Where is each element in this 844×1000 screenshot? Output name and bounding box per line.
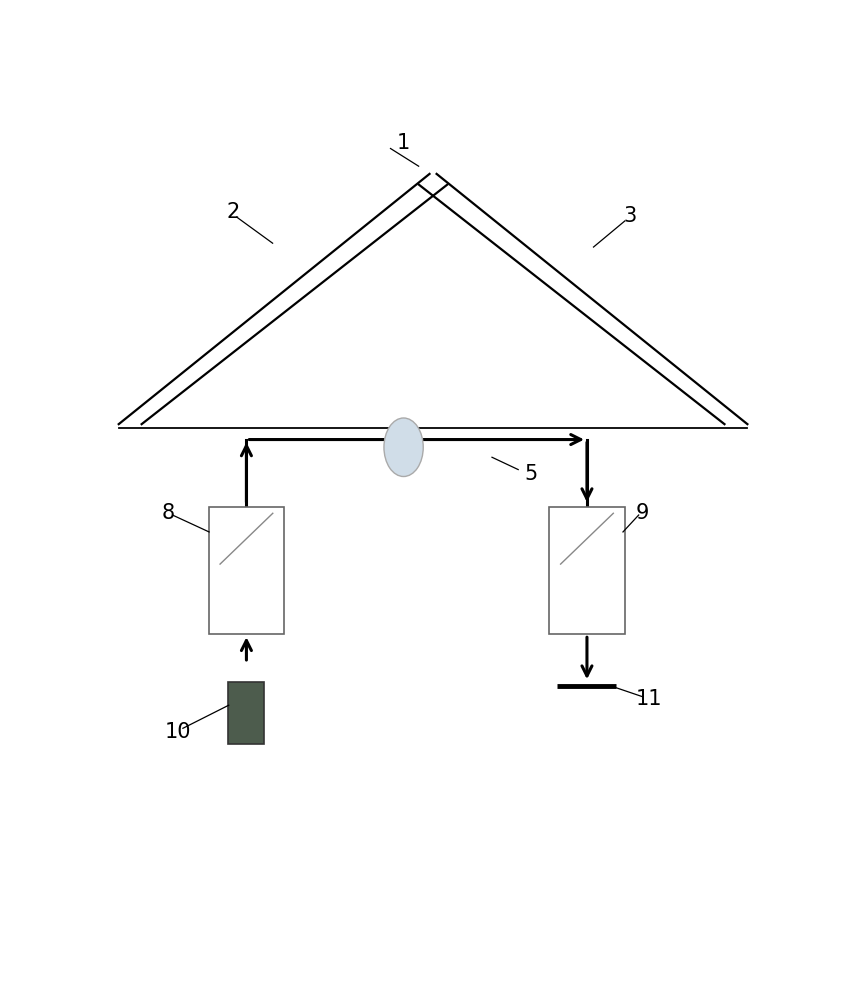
Text: 8: 8 [161,503,174,523]
Bar [208,507,284,634]
Text: 9: 9 [636,503,648,523]
Text: 10: 10 [165,722,191,742]
Text: 1: 1 [397,133,409,153]
Ellipse shape [383,418,423,477]
Text: 11: 11 [636,689,662,709]
Bar [228,682,264,744]
Text: 3: 3 [622,206,636,226]
Text: 2: 2 [226,202,240,222]
Text: 5: 5 [524,464,538,484]
Bar [549,507,624,634]
